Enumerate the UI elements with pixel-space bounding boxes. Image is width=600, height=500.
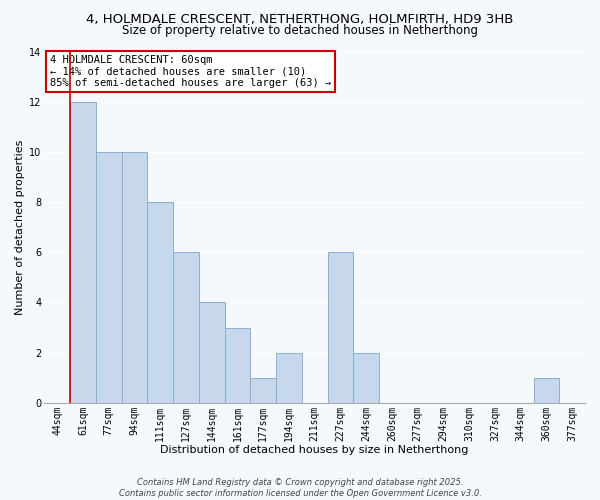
Bar <box>122 152 148 403</box>
Text: Contains HM Land Registry data © Crown copyright and database right 2025.
Contai: Contains HM Land Registry data © Crown c… <box>119 478 481 498</box>
Bar <box>70 102 96 403</box>
Bar <box>148 202 173 403</box>
Bar <box>533 378 559 403</box>
Text: Size of property relative to detached houses in Netherthong: Size of property relative to detached ho… <box>122 24 478 37</box>
Text: 4, HOLMDALE CRESCENT, NETHERTHONG, HOLMFIRTH, HD9 3HB: 4, HOLMDALE CRESCENT, NETHERTHONG, HOLMF… <box>86 12 514 26</box>
Text: 4 HOLMDALE CRESCENT: 60sqm
← 14% of detached houses are smaller (10)
85% of semi: 4 HOLMDALE CRESCENT: 60sqm ← 14% of deta… <box>50 55 331 88</box>
Bar <box>224 328 250 403</box>
Y-axis label: Number of detached properties: Number of detached properties <box>15 140 25 315</box>
Bar <box>199 302 224 403</box>
Bar <box>353 352 379 403</box>
X-axis label: Distribution of detached houses by size in Netherthong: Distribution of detached houses by size … <box>160 445 469 455</box>
Bar <box>250 378 276 403</box>
Bar <box>276 352 302 403</box>
Bar <box>173 252 199 403</box>
Bar <box>328 252 353 403</box>
Bar <box>96 152 122 403</box>
